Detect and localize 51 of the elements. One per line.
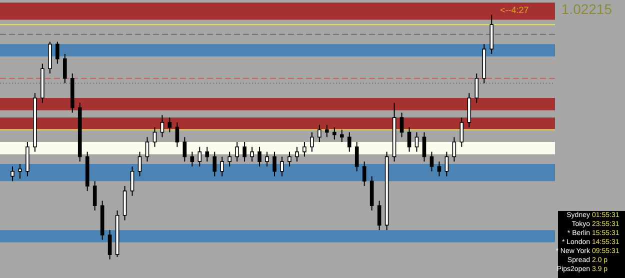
candlestick bbox=[242, 142, 246, 162]
candlestick bbox=[182, 136, 187, 162]
candlestick bbox=[160, 114, 164, 138]
candlestick bbox=[190, 151, 194, 167]
candlestick bbox=[10, 166, 14, 182]
candlestick bbox=[56, 41, 60, 64]
candlestick bbox=[220, 156, 224, 177]
candlestick bbox=[92, 180, 97, 212]
candlestick bbox=[437, 161, 442, 177]
candlestick bbox=[18, 164, 22, 180]
candlestick bbox=[288, 151, 292, 167]
candlestick bbox=[250, 146, 254, 162]
candlestick bbox=[362, 161, 366, 187]
candlestick bbox=[444, 151, 449, 177]
candlestick bbox=[108, 230, 112, 260]
candlestick bbox=[130, 166, 134, 196]
candlestick bbox=[430, 151, 434, 172]
candlestick bbox=[325, 124, 329, 138]
candlestick bbox=[175, 122, 180, 148]
candlestick bbox=[460, 117, 464, 148]
candlestick bbox=[310, 132, 314, 152]
candlestick bbox=[168, 117, 172, 133]
candlestick bbox=[422, 132, 426, 162]
candlestick bbox=[295, 146, 299, 162]
candlestick bbox=[340, 129, 344, 143]
candlestick bbox=[205, 146, 210, 162]
text: <--4:27 bbox=[500, 5, 529, 15]
candlestick bbox=[400, 112, 404, 138]
candlestick bbox=[414, 132, 419, 152]
candlestick bbox=[198, 146, 202, 167]
candlestick bbox=[318, 124, 322, 143]
candlestick bbox=[228, 151, 232, 167]
candlestick bbox=[152, 126, 157, 148]
candlestick bbox=[272, 151, 276, 177]
candlestick bbox=[452, 136, 456, 162]
candlestick bbox=[407, 126, 412, 152]
candlestick bbox=[332, 126, 336, 140]
candlestick bbox=[354, 142, 359, 172]
candlestick bbox=[258, 146, 262, 167]
candlestick bbox=[62, 53, 67, 84]
candlestick bbox=[474, 73, 479, 104]
candlestick bbox=[235, 142, 239, 162]
candlestick bbox=[377, 200, 382, 231]
candlestick bbox=[212, 151, 217, 177]
candlestick bbox=[138, 151, 142, 177]
candlestick bbox=[347, 132, 352, 152]
candlestick bbox=[280, 156, 284, 177]
candlestick bbox=[302, 142, 306, 158]
candlestick bbox=[265, 151, 269, 167]
text: 1.02215 bbox=[561, 1, 612, 17]
candlestick bbox=[145, 136, 150, 162]
